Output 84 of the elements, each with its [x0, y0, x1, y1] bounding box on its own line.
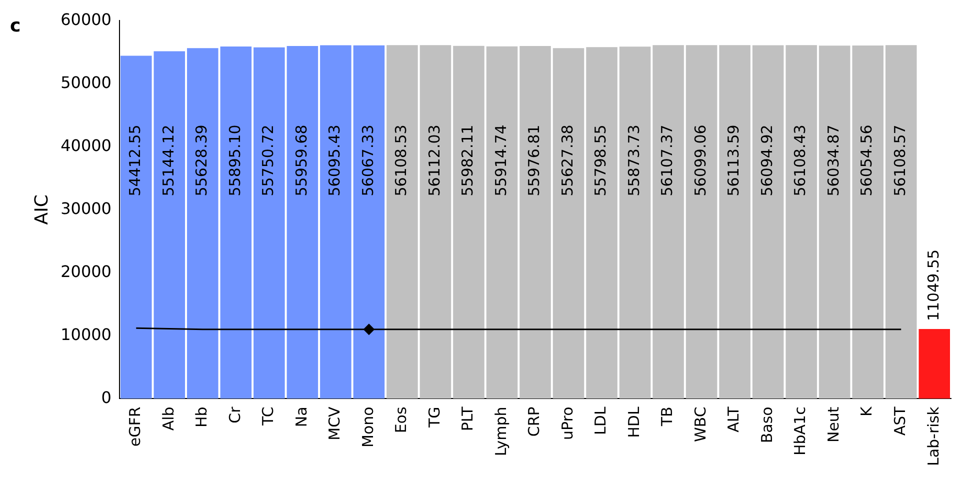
- x-tick-label: MCV: [326, 406, 344, 440]
- y-tick-label: 10000: [60, 324, 112, 344]
- bar: [786, 45, 817, 399]
- bar: [386, 45, 418, 399]
- y-tick-label: 50000: [60, 72, 112, 92]
- x-tick-label: TB: [658, 406, 676, 428]
- x-tick-label: Eos: [392, 406, 410, 434]
- data-label: 56099.06: [691, 124, 710, 196]
- bar: [752, 45, 784, 399]
- data-label: 56054.56: [858, 124, 876, 196]
- x-tick-label: Baso: [758, 406, 776, 444]
- bar: [818, 46, 850, 399]
- x-tick-label: AST: [891, 406, 909, 436]
- y-tick-label: 20000: [60, 262, 112, 281]
- x-tick-label: TC: [259, 406, 278, 426]
- bar: [120, 56, 152, 399]
- data-label: 55959.68: [292, 124, 310, 196]
- y-axis-title: AIC: [31, 194, 52, 225]
- x-tick-label: WBC: [691, 406, 710, 442]
- x-tick-label: K: [858, 406, 876, 417]
- data-label: 55144.12: [159, 124, 178, 196]
- x-tick-label: Alb: [159, 406, 178, 431]
- x-tick-label: eGFR: [126, 406, 144, 447]
- y-tick-label: 30000: [60, 198, 112, 218]
- bar: [686, 45, 718, 399]
- bar: [220, 46, 252, 399]
- bar: [520, 46, 551, 399]
- x-tick-label: Lymph: [492, 406, 510, 456]
- bar: [619, 46, 651, 399]
- data-label: 56094.92: [758, 124, 776, 196]
- x-tick-label: Na: [292, 406, 310, 428]
- data-label: 56112.03: [425, 124, 444, 196]
- bar: [885, 45, 917, 399]
- bar: [852, 45, 884, 399]
- data-label: 55628.39: [192, 124, 211, 196]
- bar: [154, 51, 186, 399]
- data-label: 56108.57: [891, 124, 909, 196]
- x-tick-label: Cr: [226, 406, 244, 424]
- y-tick-label: 0: [101, 388, 112, 407]
- data-label: 56113.59: [724, 124, 743, 196]
- bar: [187, 48, 218, 399]
- bar: [918, 329, 950, 399]
- bar: [586, 47, 618, 399]
- data-label: 56095.43: [326, 124, 344, 196]
- y-tick-label: 60000: [60, 10, 112, 29]
- x-tick-label: Lab-risk: [924, 406, 942, 466]
- data-label: 55914.74: [492, 124, 510, 196]
- data-label: 56108.43: [791, 124, 810, 196]
- x-tick-label: LDL: [592, 406, 610, 435]
- data-label: 55627.38: [558, 124, 576, 196]
- bar: [719, 45, 750, 399]
- bar: [286, 46, 318, 399]
- x-tick-label: CRP: [525, 406, 544, 437]
- bar: [420, 45, 452, 399]
- x-tick-label: Neut: [824, 406, 842, 443]
- y-tick-label: 40000: [60, 136, 112, 155]
- bar: [353, 45, 385, 399]
- data-label: 56067.33: [358, 124, 377, 196]
- data-label: 55798.55: [592, 124, 610, 196]
- data-label: 56107.37: [658, 124, 676, 196]
- x-tick-label: ALT: [724, 406, 743, 432]
- data-label: 55750.72: [259, 124, 278, 196]
- x-tick-label: PLT: [458, 406, 477, 432]
- bar: [486, 46, 518, 399]
- x-tick-label: uPro: [558, 406, 576, 440]
- data-label: 56108.53: [392, 124, 410, 196]
- text: c: [10, 16, 21, 37]
- bar: [652, 45, 684, 399]
- data-label: 55873.73: [624, 124, 643, 196]
- x-tick-label: TG: [425, 406, 444, 428]
- data-label: 54412.55: [126, 124, 144, 196]
- bar: [320, 45, 352, 399]
- x-tick-label: Hb: [192, 406, 211, 428]
- x-tick-label: HDL: [624, 406, 643, 438]
- data-label: 55895.10: [226, 124, 244, 196]
- x-tick-label: HbA1c: [791, 406, 810, 456]
- bar: [254, 47, 285, 399]
- x-tick-label: Mono: [358, 406, 377, 448]
- bar: [453, 46, 484, 399]
- data-label: 56034.87: [824, 124, 842, 196]
- data-label: 11049.55: [924, 249, 942, 322]
- data-label: 55982.11: [458, 124, 477, 196]
- data-label: 55976.81: [525, 124, 544, 196]
- bar: [552, 48, 584, 399]
